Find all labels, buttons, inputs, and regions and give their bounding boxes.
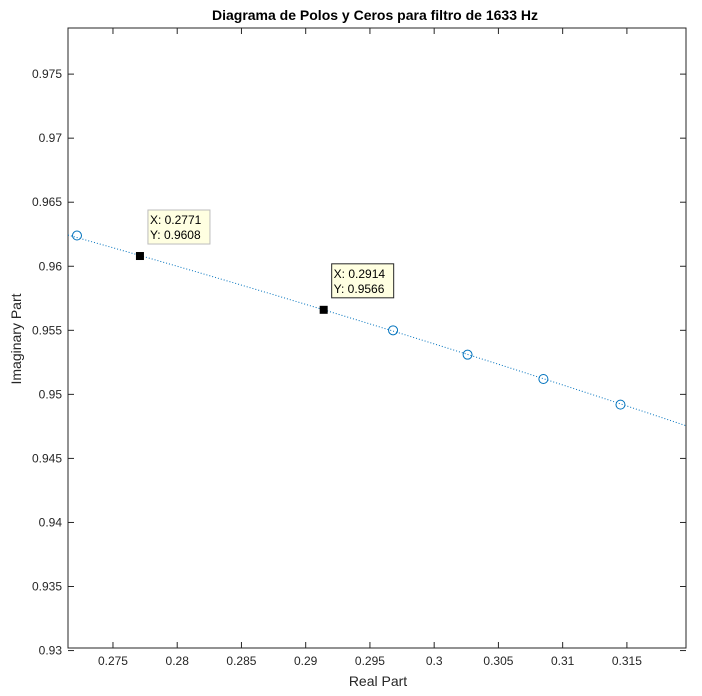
axes: 0.275 0.28 0.285 0.29 0.295 0.3 0.305 0.31 0.315… bbox=[32, 27, 687, 668]
x-tick-label: 0.31 bbox=[551, 654, 575, 668]
zero-marker bbox=[71, 230, 82, 241]
x-tick-label: 0.28 bbox=[166, 654, 190, 668]
datatip-y-label: Y: 0.9608 bbox=[150, 228, 201, 242]
x-tick-label: 0.315 bbox=[612, 654, 642, 668]
datatip-point bbox=[135, 252, 144, 261]
y-tick-label: 0.945 bbox=[32, 451, 62, 465]
x-axis-label: Real Part bbox=[349, 673, 407, 689]
datatip-box bbox=[147, 209, 211, 245]
x-tick-label: 0.275 bbox=[98, 654, 128, 668]
zero-marker bbox=[462, 349, 473, 360]
y-tick-label: 0.95 bbox=[39, 387, 63, 401]
zero-marker bbox=[538, 373, 549, 384]
axes-box bbox=[67, 27, 687, 649]
datatip-box bbox=[331, 263, 395, 299]
zero-marker bbox=[388, 325, 399, 336]
datatip-point bbox=[319, 305, 328, 314]
y-tick-label: 0.97 bbox=[39, 131, 63, 145]
datatip-x-label: X: 0.2914 bbox=[334, 267, 386, 281]
y-tick-label: 0.935 bbox=[32, 580, 62, 594]
x-tick-label: 0.29 bbox=[294, 654, 318, 668]
zero-marker bbox=[615, 399, 626, 410]
y-tick-label: 0.94 bbox=[39, 515, 63, 529]
datatip-y-label: Y: 0.9566 bbox=[334, 282, 385, 296]
datatip-x-label: X: 0.2771 bbox=[150, 213, 202, 227]
x-tick-label: 0.285 bbox=[226, 654, 256, 668]
y-tick-label: 0.93 bbox=[39, 644, 63, 658]
x-tick-label: 0.3 bbox=[426, 654, 443, 668]
y-tick-label: 0.975 bbox=[32, 67, 62, 81]
y-tick-label: 0.955 bbox=[32, 323, 62, 337]
plot-area bbox=[68, 230, 686, 427]
y-tick-label: 0.965 bbox=[32, 195, 62, 209]
x-tick-label: 0.295 bbox=[355, 654, 385, 668]
x-tick-label: 0.305 bbox=[483, 654, 513, 668]
chart-title: Diagrama de Polos y Ceros para filtro de… bbox=[212, 7, 538, 23]
y-axis-label: Imaginary Part bbox=[8, 293, 24, 384]
y-tick-label: 0.96 bbox=[39, 259, 63, 273]
